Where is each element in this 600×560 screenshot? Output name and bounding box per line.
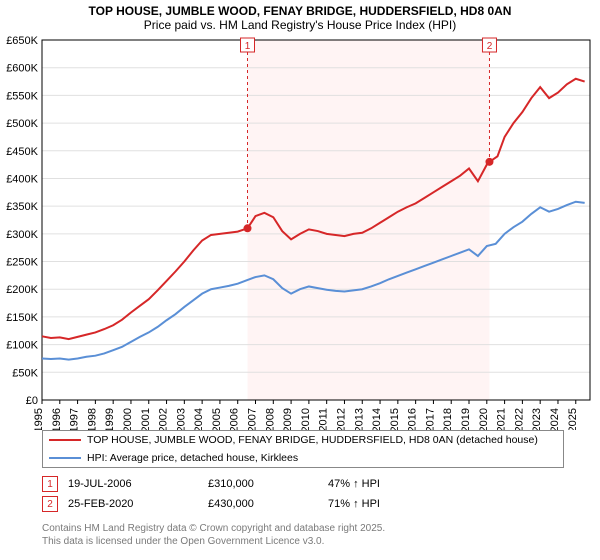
events-table: 1 19-JUL-2006 £310,000 47% ↑ HPI 2 25-FE… xyxy=(42,476,448,516)
svg-text:£250K: £250K xyxy=(6,257,38,269)
svg-text:£400K: £400K xyxy=(6,173,38,185)
svg-text:2008: 2008 xyxy=(264,408,276,430)
svg-text:2014: 2014 xyxy=(371,408,383,430)
event-row: 2 25-FEB-2020 £430,000 71% ↑ HPI xyxy=(42,496,448,512)
legend-swatch xyxy=(49,439,81,441)
svg-text:2009: 2009 xyxy=(282,408,294,430)
svg-text:2011: 2011 xyxy=(318,408,330,430)
svg-text:2000: 2000 xyxy=(122,408,134,430)
svg-text:£200K: £200K xyxy=(6,284,38,296)
legend-label: TOP HOUSE, JUMBLE WOOD, FENAY BRIDGE, HU… xyxy=(87,434,538,446)
svg-text:2005: 2005 xyxy=(211,408,223,430)
svg-text:2: 2 xyxy=(487,41,493,52)
svg-text:2001: 2001 xyxy=(140,408,152,430)
event-marker-icon: 1 xyxy=(42,476,58,492)
footer-attribution: Contains HM Land Registry data © Crown c… xyxy=(42,522,385,548)
footer-line-2: This data is licensed under the Open Gov… xyxy=(42,535,385,548)
svg-text:2024: 2024 xyxy=(549,408,561,430)
svg-text:2006: 2006 xyxy=(229,408,241,430)
event-date: 19-JUL-2006 xyxy=(68,478,208,490)
svg-text:£450K: £450K xyxy=(6,146,38,158)
svg-text:2002: 2002 xyxy=(158,408,170,430)
svg-text:1: 1 xyxy=(245,41,251,52)
svg-text:2007: 2007 xyxy=(247,408,259,430)
footer-line-1: Contains HM Land Registry data © Crown c… xyxy=(42,522,385,535)
event-price: £310,000 xyxy=(208,478,328,490)
svg-text:2013: 2013 xyxy=(353,408,365,430)
svg-text:£650K: £650K xyxy=(6,35,38,47)
svg-text:2016: 2016 xyxy=(407,408,419,430)
svg-text:£50K: £50K xyxy=(12,367,38,379)
svg-text:2020: 2020 xyxy=(478,408,490,430)
svg-text:2019: 2019 xyxy=(460,408,472,430)
price-chart: £0 £50K £100K £150K £200K £250K £300K £350K £400… xyxy=(0,0,600,430)
svg-text:2018: 2018 xyxy=(442,408,454,430)
svg-text:2017: 2017 xyxy=(424,408,436,430)
svg-text:£300K: £300K xyxy=(6,229,38,241)
svg-text:2023: 2023 xyxy=(531,408,543,430)
legend-row: HPI: Average price, detached house, Kirk… xyxy=(43,449,563,467)
svg-text:£500K: £500K xyxy=(6,118,38,130)
legend-label: HPI: Average price, detached house, Kirk… xyxy=(87,452,298,464)
svg-text:2003: 2003 xyxy=(175,408,187,430)
svg-text:2010: 2010 xyxy=(300,408,312,430)
svg-text:2021: 2021 xyxy=(496,408,508,430)
svg-text:1995: 1995 xyxy=(33,408,45,430)
svg-text:2012: 2012 xyxy=(335,408,347,430)
svg-text:£100K: £100K xyxy=(6,340,38,352)
svg-text:1997: 1997 xyxy=(69,408,81,430)
event-marker-icon: 2 xyxy=(42,496,58,512)
svg-text:£350K: £350K xyxy=(6,201,38,213)
legend-row: TOP HOUSE, JUMBLE WOOD, FENAY BRIDGE, HU… xyxy=(43,431,563,449)
svg-text:1999: 1999 xyxy=(104,408,116,430)
event-delta: 71% ↑ HPI xyxy=(328,498,448,510)
svg-text:1996: 1996 xyxy=(51,408,63,430)
svg-text:£0: £0 xyxy=(26,395,38,407)
svg-text:£600K: £600K xyxy=(6,63,38,75)
legend-swatch xyxy=(49,457,81,459)
svg-text:2004: 2004 xyxy=(193,408,205,430)
event-date: 25-FEB-2020 xyxy=(68,498,208,510)
svg-text:£150K: £150K xyxy=(6,312,38,324)
legend: TOP HOUSE, JUMBLE WOOD, FENAY BRIDGE, HU… xyxy=(42,430,564,468)
svg-text:2015: 2015 xyxy=(389,408,401,430)
svg-text:2022: 2022 xyxy=(513,408,525,430)
svg-text:1998: 1998 xyxy=(86,408,98,430)
event-delta: 47% ↑ HPI xyxy=(328,478,448,490)
event-price: £430,000 xyxy=(208,498,328,510)
svg-text:£550K: £550K xyxy=(6,90,38,102)
event-row: 1 19-JUL-2006 £310,000 47% ↑ HPI xyxy=(42,476,448,492)
svg-text:2025: 2025 xyxy=(567,408,579,430)
